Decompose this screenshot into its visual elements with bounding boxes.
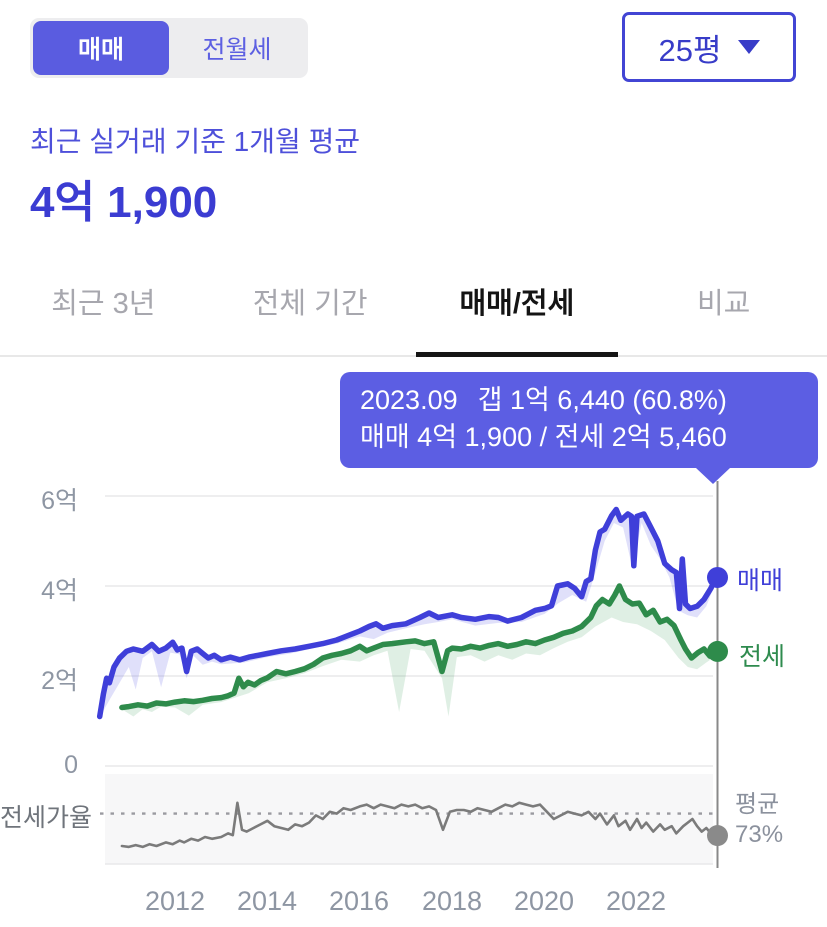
ratio-average-label: 평균 73%: [735, 790, 783, 850]
y-axis-label-2: 2억: [41, 667, 78, 695]
price-history-chart[interactable]: [0, 450, 827, 927]
x-axis-label-2020: 2020: [513, 886, 575, 916]
legend-jeonse-label: 전세: [739, 643, 786, 671]
tooltip-gap-value: 갭 1억 6,440 (60.8%): [477, 385, 727, 415]
y-axis-label-4: 4억: [41, 577, 78, 605]
average-percent: 73%: [735, 821, 784, 848]
area-size-dropdown[interactable]: 25평: [622, 12, 796, 82]
x-axis-label-2018: 2018: [421, 886, 483, 916]
toggle-sale-button[interactable]: 매매: [33, 21, 169, 75]
tooltip-date: 2023.09: [360, 385, 458, 415]
tab-compare[interactable]: 비교: [696, 288, 751, 320]
average-price-value: 4억 1,900: [30, 178, 218, 227]
tooltip-arrow: [696, 468, 730, 484]
legend-sale-label: 매매: [737, 567, 784, 595]
average-word: 평균: [735, 791, 780, 818]
tab-full-period[interactable]: 전체 기간: [252, 288, 368, 320]
average-price-caption: 최근 실거래 기준 1개월 평균: [30, 126, 361, 157]
x-axis-label-2014: 2014: [236, 886, 298, 916]
tab-recent-3y[interactable]: 최근 3년: [51, 288, 156, 320]
jeonse-ratio-label: 전세가율: [0, 804, 93, 832]
chart-tooltip: 2023.09 갭 1억 6,440 (60.8%) 매매 4억 1,900 / …: [340, 372, 818, 484]
x-axis-label-2016: 2016: [328, 886, 390, 916]
y-axis-label-0: 0: [64, 751, 78, 779]
trade-type-toggle: 매매 전월세: [30, 18, 308, 78]
tooltip-detail-line: 매매 4억 1,900 / 전세 2억 5,460: [360, 422, 727, 452]
tab-sale-jeonse[interactable]: 매매/전세: [414, 262, 621, 357]
area-size-value: 25평: [658, 32, 722, 68]
y-axis-label-6: 6억: [41, 487, 78, 515]
chevron-down-icon: [737, 40, 760, 54]
x-axis-label-2022: 2022: [605, 886, 667, 916]
period-tabs: 최근 3년 전체 기간 매매/전세 비교: [0, 262, 827, 357]
toggle-rent-button[interactable]: 전월세: [169, 21, 305, 75]
x-axis-label-2012: 2012: [144, 886, 206, 916]
tooltip-gap-line: 2023.09 갭 1억 6,440 (60.8%): [360, 382, 818, 419]
